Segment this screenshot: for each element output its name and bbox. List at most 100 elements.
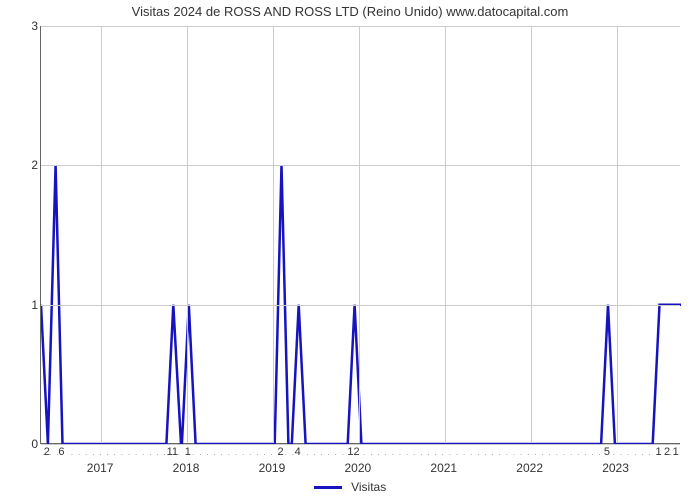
x-tick-dot: . xyxy=(406,450,408,457)
x-tick-dot: . xyxy=(620,450,622,457)
x-tick-dot: . xyxy=(85,450,87,457)
x-tick-dot: . xyxy=(641,450,643,457)
x-tick-dot: . xyxy=(157,450,159,457)
x-tick-dot: . xyxy=(378,450,380,457)
x-tick-year-label: 2023 xyxy=(602,461,629,475)
line-svg xyxy=(41,26,681,444)
hgrid-line xyxy=(41,305,680,306)
x-tick-year-label: 2017 xyxy=(87,461,114,475)
x-tick-year-label: 2020 xyxy=(344,461,371,475)
x-tick-dot: . xyxy=(235,450,237,457)
y-tick-label: 0 xyxy=(24,437,38,451)
x-tick-dot: . xyxy=(577,450,579,457)
x-tick-minor-label: 2 xyxy=(277,446,283,458)
x-tick-dot: . xyxy=(107,450,109,457)
x-tick-minor-label: 11 xyxy=(167,446,178,458)
x-tick-dot: . xyxy=(485,450,487,457)
x-tick-dot: . xyxy=(206,450,208,457)
chart-container: Visitas 2024 de ROSS AND ROSS LTD (Reino… xyxy=(0,0,700,500)
x-tick-dot: . xyxy=(477,450,479,457)
x-tick-dot: . xyxy=(420,450,422,457)
x-tick-dot: . xyxy=(385,450,387,457)
x-tick-dot: . xyxy=(356,450,358,457)
x-tick-dot: . xyxy=(221,450,223,457)
x-tick-dot: . xyxy=(670,450,672,457)
x-tick-dot: . xyxy=(492,450,494,457)
x-tick-dot: . xyxy=(306,450,308,457)
x-tick-dot: . xyxy=(78,450,80,457)
x-tick-dot: . xyxy=(442,450,444,457)
legend: Visitas xyxy=(0,480,700,494)
x-tick-dot: . xyxy=(50,450,52,457)
x-tick-dot: . xyxy=(513,450,515,457)
x-tick-minor-label: 4 xyxy=(295,446,301,458)
x-tick-dot: . xyxy=(549,450,551,457)
x-tick-dot: . xyxy=(114,450,116,457)
x-tick-dot: . xyxy=(335,450,337,457)
x-tick-dot: . xyxy=(520,450,522,457)
x-tick-dot: . xyxy=(71,450,73,457)
x-tick-dot: . xyxy=(142,450,144,457)
x-tick-year-label: 2021 xyxy=(430,461,457,475)
x-tick-dot: . xyxy=(92,450,94,457)
x-tick-dot: . xyxy=(463,450,465,457)
x-tick-dot: . xyxy=(228,450,230,457)
x-tick-dot: . xyxy=(392,450,394,457)
x-tick-dot: . xyxy=(556,450,558,457)
x-tick-dot: . xyxy=(164,450,166,457)
x-tick-dot: . xyxy=(591,450,593,457)
x-tick-dot: . xyxy=(199,450,201,457)
vgrid-line xyxy=(617,26,618,443)
x-tick-dot: . xyxy=(342,450,344,457)
x-tick-dot: . xyxy=(427,450,429,457)
x-tick-dot: . xyxy=(449,450,451,457)
x-tick-dot: . xyxy=(534,450,536,457)
x-tick-dot: . xyxy=(499,450,501,457)
vgrid-line xyxy=(531,26,532,443)
x-tick-dot: . xyxy=(527,450,529,457)
x-tick-dot: . xyxy=(321,450,323,457)
chart-title: Visitas 2024 de ROSS AND ROSS LTD (Reino… xyxy=(0,4,700,19)
hgrid-line xyxy=(41,165,680,166)
x-tick-minor-label: 1 xyxy=(655,446,661,458)
x-tick-dot: . xyxy=(542,450,544,457)
x-tick-dot: . xyxy=(599,450,601,457)
x-tick-dot: . xyxy=(128,450,130,457)
x-tick-dot: . xyxy=(370,450,372,457)
x-tick-dot: . xyxy=(413,450,415,457)
y-tick-label: 3 xyxy=(24,19,38,33)
x-tick-dot: . xyxy=(570,450,572,457)
vgrid-line xyxy=(359,26,360,443)
y-tick-label: 1 xyxy=(24,298,38,312)
x-tick-dot: . xyxy=(435,450,437,457)
vgrid-line xyxy=(445,26,446,443)
x-tick-year-label: 2018 xyxy=(173,461,200,475)
legend-swatch xyxy=(314,486,342,489)
x-tick-dot: . xyxy=(57,450,59,457)
hgrid-line xyxy=(41,26,680,27)
vgrid-line xyxy=(187,26,188,443)
x-tick-year-label: 2019 xyxy=(259,461,286,475)
x-tick-dot: . xyxy=(363,450,365,457)
x-tick-year-label: 2022 xyxy=(516,461,543,475)
vgrid-line xyxy=(101,26,102,443)
vgrid-line xyxy=(273,26,274,443)
x-tick-dot: . xyxy=(214,450,216,457)
x-tick-dot: . xyxy=(149,450,151,457)
x-tick-dot: . xyxy=(99,450,101,457)
x-tick-minor-label: 1 xyxy=(185,446,191,458)
x-tick-dot: . xyxy=(563,450,565,457)
x-tick-dot: . xyxy=(349,450,351,457)
x-tick-dot: . xyxy=(242,450,244,457)
x-tick-dot: . xyxy=(627,450,629,457)
x-tick-dot: . xyxy=(285,450,287,457)
y-tick-label: 2 xyxy=(24,158,38,172)
x-tick-minor-label: 5 xyxy=(604,446,610,458)
x-tick-dot: . xyxy=(506,450,508,457)
x-tick-dot: . xyxy=(135,450,137,457)
x-tick-dot: . xyxy=(328,450,330,457)
legend-label: Visitas xyxy=(351,480,386,494)
x-tick-dot: . xyxy=(634,450,636,457)
x-tick-dot: . xyxy=(313,450,315,457)
x-tick-dot: . xyxy=(263,450,265,457)
